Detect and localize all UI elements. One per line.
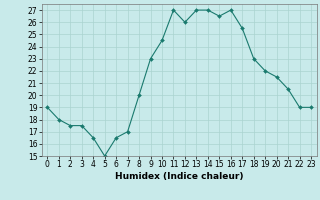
X-axis label: Humidex (Indice chaleur): Humidex (Indice chaleur)	[115, 172, 244, 181]
